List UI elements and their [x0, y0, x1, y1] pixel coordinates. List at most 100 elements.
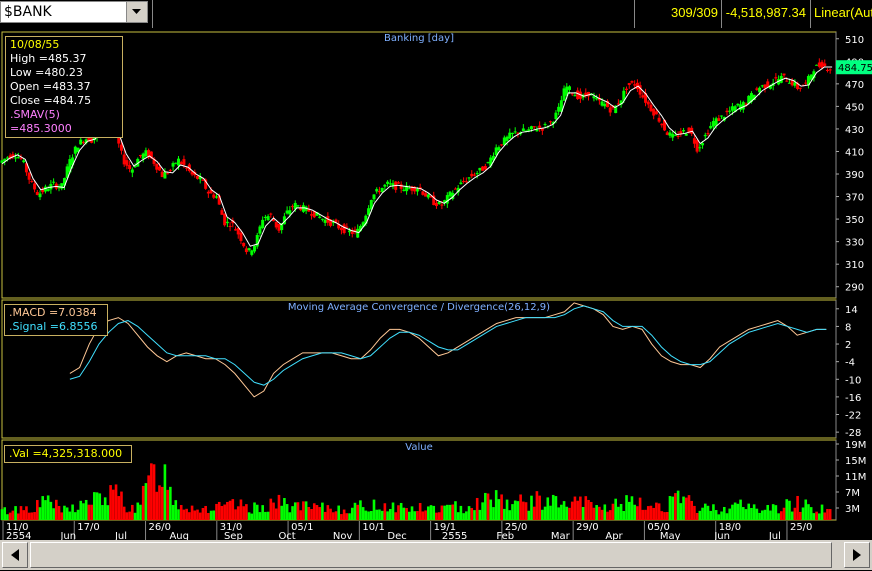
value-bar [289, 512, 292, 520]
value-bar [60, 512, 63, 520]
value-bar [633, 505, 636, 520]
value-bar [411, 506, 414, 520]
value-bar [33, 512, 36, 520]
candle-body [185, 168, 188, 169]
candle-body [226, 222, 229, 223]
candle-body [182, 159, 185, 165]
value-bar [766, 505, 769, 520]
macd-tick-label: 2 [845, 340, 851, 351]
value-bar [631, 496, 634, 520]
candle-body [201, 180, 204, 181]
value-bar [682, 497, 685, 520]
value-bar [375, 510, 378, 520]
symbol-select[interactable]: $BANK [0, 1, 148, 23]
candle-body [576, 91, 579, 100]
candle-body [212, 195, 215, 198]
candle-body [544, 124, 547, 125]
value-bar [680, 503, 683, 520]
value-bar [470, 508, 473, 520]
candle-body [774, 77, 777, 78]
value-bar [367, 511, 370, 520]
value-bar [701, 508, 704, 520]
value-bar [441, 506, 444, 520]
candle-body [79, 140, 82, 145]
candle-body [286, 211, 289, 214]
legend-sma: .SMAV(5) =485.3000 [10, 108, 118, 136]
scroll-right-button[interactable] [844, 542, 870, 568]
value-bar [90, 505, 93, 520]
legend-signal: .Signal =6.8556 [9, 320, 103, 334]
value-bar [473, 510, 476, 520]
scroll-left-button[interactable] [2, 542, 28, 568]
price-tick-label: 450 [845, 102, 864, 113]
value-bar [821, 505, 824, 520]
value-bar [446, 505, 449, 520]
value-bar [652, 508, 655, 520]
value-bar [639, 498, 642, 520]
value-bar [392, 503, 395, 520]
candle-body [815, 65, 818, 66]
value-bar [104, 497, 107, 520]
value-bar [150, 463, 153, 520]
candle-body [427, 194, 430, 197]
scale-mode[interactable]: Linear(Auto) [814, 5, 872, 20]
value-bar [462, 513, 465, 520]
value-bar [571, 502, 574, 520]
candle-body [275, 222, 278, 228]
value-bar [343, 510, 346, 520]
candle-body [389, 183, 392, 184]
value-bar [20, 506, 23, 520]
value-bar [337, 506, 340, 520]
symbol-dropdown-button[interactable] [126, 2, 147, 22]
value-bar [145, 483, 148, 520]
value-bar [690, 501, 693, 520]
value-bar [174, 500, 177, 520]
candle-body [647, 102, 650, 105]
x-axis-month-label: Jul [768, 531, 781, 540]
x-axis-month-label: Apr [605, 531, 623, 540]
candle-body [522, 128, 525, 131]
value-bar [365, 511, 368, 520]
value-bar [172, 505, 175, 520]
value-bar [299, 510, 302, 520]
value-bar [251, 514, 254, 520]
candle-body [400, 184, 403, 188]
candle-body [144, 150, 147, 156]
value-bar [199, 513, 202, 520]
value-bar [123, 507, 126, 520]
horizontal-scrollbar[interactable] [0, 540, 872, 570]
candle-body [172, 163, 175, 166]
candle-body [660, 124, 663, 125]
value-bar [142, 486, 145, 520]
value-bar [131, 505, 134, 520]
value-bar [503, 509, 506, 520]
macd-tick-label: -10 [845, 375, 861, 386]
value-bar [623, 511, 626, 520]
candle-body [818, 63, 821, 67]
value-bar [642, 510, 645, 520]
chart-area[interactable]: 510490470450430410390370350330310290Bank… [0, 28, 872, 540]
candle-body [47, 189, 50, 191]
candle-body [826, 70, 829, 71]
value-bar [6, 514, 9, 520]
candle-body [381, 188, 384, 192]
candle-body [196, 176, 199, 179]
value-bar [248, 512, 251, 520]
scroll-thumb[interactable] [30, 542, 832, 568]
value-bar [55, 500, 58, 520]
value-bar [14, 506, 17, 520]
candle-body [649, 105, 652, 111]
candle-body [468, 177, 471, 178]
value-bar [791, 512, 794, 520]
value-bar [386, 511, 389, 520]
candle-body [514, 131, 517, 132]
value-bar [696, 513, 699, 520]
value-bar [318, 507, 321, 520]
x-axis-month-label: Oct [278, 531, 295, 540]
value-bar [454, 501, 457, 520]
value-bar [438, 512, 441, 520]
candle-body [668, 132, 671, 135]
value-bar [166, 490, 169, 520]
candle-body [215, 196, 218, 197]
candle-body [180, 162, 183, 164]
